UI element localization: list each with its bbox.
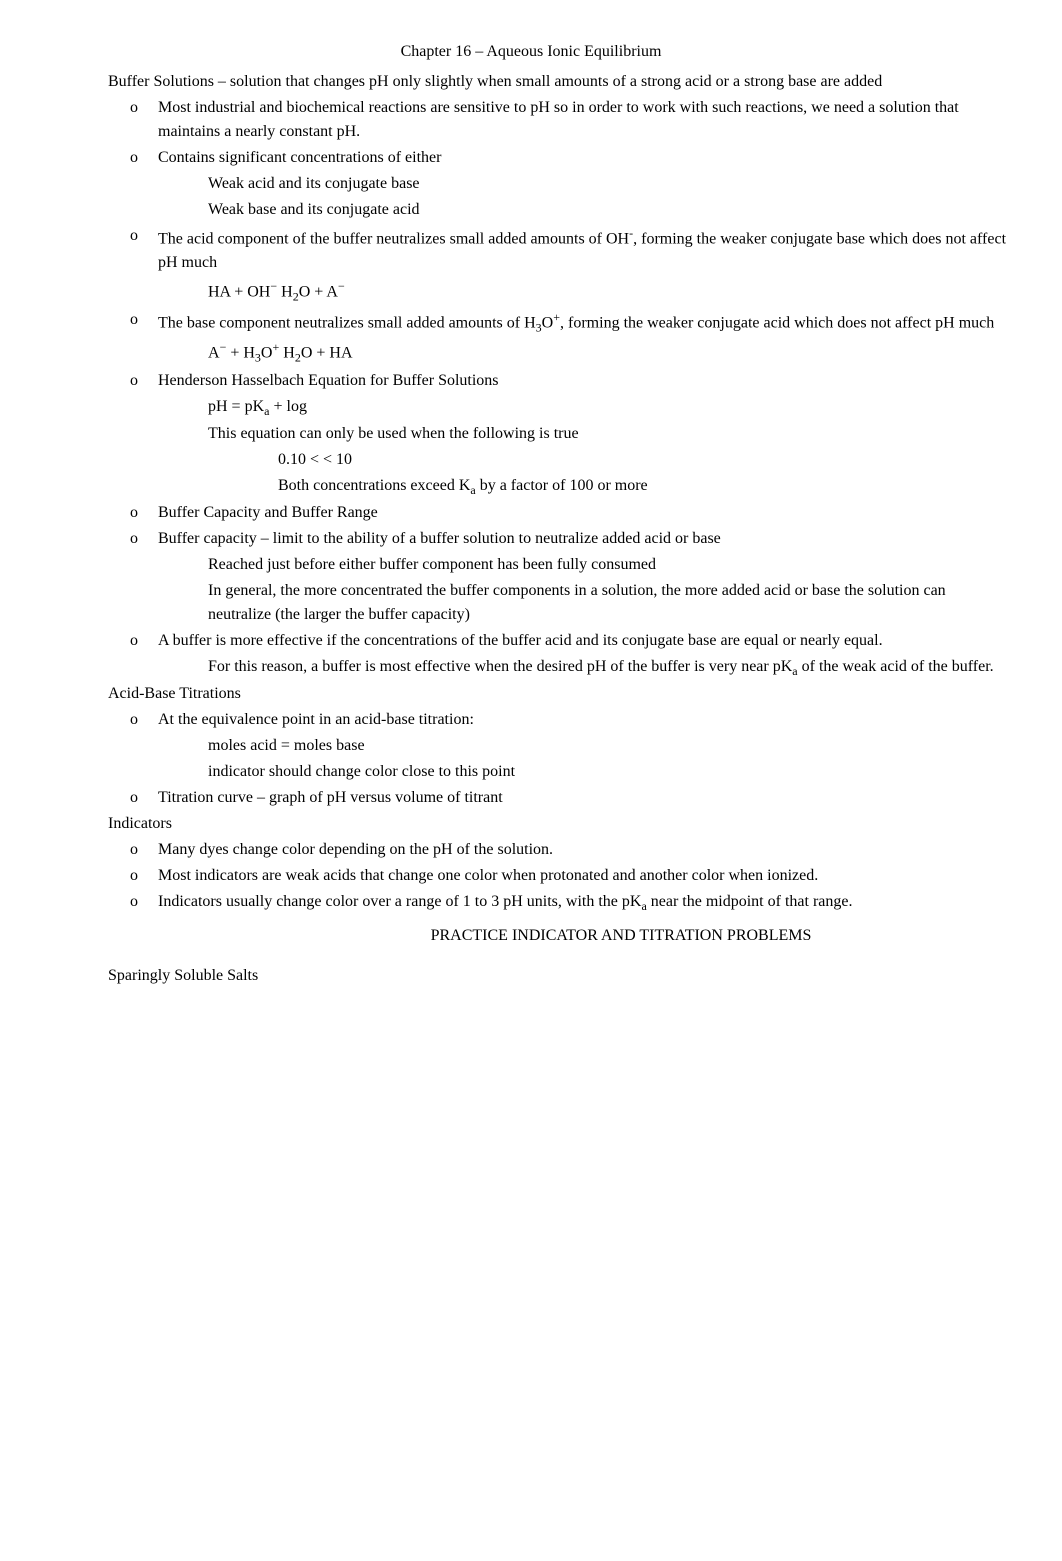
item-weak-acid-conj: Weak acid and its conjugate base [180, 172, 1012, 196]
item-indicators: Indicators [80, 812, 1012, 836]
item-equation-2: A− + H3O+ H2O + HA [180, 338, 1012, 367]
item-range-1-3: o Indicators usually change color over a… [130, 890, 1012, 915]
text: Reached just before either buffer compon… [208, 553, 1012, 577]
text: The base component neutralizes small add… [158, 308, 1012, 337]
equation-text: A− + H3O+ H2O + HA [208, 338, 1012, 367]
text: Weak acid and its conjugate base [208, 172, 1012, 196]
item-hh-condition: This equation can only be used when the … [180, 422, 1012, 446]
text: For this reason, a buffer is most effect… [208, 655, 1012, 680]
text: Contains significant concentrations of e… [158, 146, 1012, 170]
text: Titration curve – graph of pH versus vol… [158, 786, 1012, 810]
item-contains: o Contains significant concentrations of… [130, 146, 1012, 170]
item-hh-formula: pH = pKa + log [180, 395, 1012, 420]
item-dyes: o Many dyes change color depending on th… [130, 838, 1012, 862]
text: moles acid = moles base [208, 734, 1012, 758]
item-industrial: o Most industrial and biochemical reacti… [130, 96, 1012, 144]
circle-bullet-icon: o [130, 501, 158, 525]
practice-heading: PRACTICE INDICATOR AND TITRATION PROBLEM… [230, 924, 1012, 948]
item-hh-conc: Both concentrations exceed Ka by a facto… [250, 474, 1012, 499]
text: Buffer Solutions – solution that changes… [108, 70, 1012, 94]
chapter-title: Chapter 16 – Aqueous Ionic Equilibrium [50, 40, 1012, 64]
item-sparingly: Sparingly Soluble Salts [80, 964, 1012, 988]
circle-bullet-icon: o [130, 708, 158, 732]
item-in-general: In general, the more concentrated the bu… [180, 579, 1012, 627]
text: Indicators usually change color over a r… [158, 890, 1012, 915]
item-weak-base-conj: Weak base and its conjugate acid [180, 198, 1012, 222]
text: Acid-Base Titrations [108, 682, 1012, 706]
item-reached: Reached just before either buffer compon… [180, 553, 1012, 577]
text: Many dyes change color depending on the … [158, 838, 1012, 862]
item-acid-component: o The acid component of the buffer neutr… [130, 224, 1012, 275]
item-effective: o A buffer is more effective if the conc… [130, 629, 1012, 653]
item-equation-1: HA + OH− H2O + A− [180, 277, 1012, 306]
text: Buffer capacity – limit to the ability o… [158, 527, 1012, 551]
text: Buffer Capacity and Buffer Range [158, 501, 1012, 525]
item-capacity-range: o Buffer Capacity and Buffer Range [130, 501, 1012, 525]
text: The acid component of the buffer neutral… [158, 224, 1012, 275]
circle-bullet-icon: o [130, 224, 158, 248]
item-weak-acids: o Most indicators are weak acids that ch… [130, 864, 1012, 888]
circle-bullet-icon: o [130, 890, 158, 914]
text: A buffer is more effective if the concen… [158, 629, 1012, 653]
circle-bullet-icon: o [130, 369, 158, 393]
item-capacity-def: o Buffer capacity – limit to the ability… [130, 527, 1012, 551]
circle-bullet-icon: o [130, 864, 158, 888]
circle-bullet-icon: o [130, 786, 158, 810]
circle-bullet-icon: o [130, 308, 158, 332]
equation-text: pH = pKa + log [208, 395, 1012, 420]
item-hh-equation: o Henderson Hasselbach Equation for Buff… [130, 369, 1012, 393]
item-indicator-change: indicator should change color close to t… [180, 760, 1012, 784]
text: Henderson Hasselbach Equation for Buffer… [158, 369, 1012, 393]
text: In general, the more concentrated the bu… [208, 579, 1012, 627]
item-titration-curve: o Titration curve – graph of pH versus v… [130, 786, 1012, 810]
circle-bullet-icon: o [130, 629, 158, 653]
text: Sparingly Soluble Salts [108, 964, 1012, 988]
text: At the equivalence point in an acid-base… [158, 708, 1012, 732]
text: Most industrial and biochemical reaction… [158, 96, 1012, 144]
item-buffer-solutions: Buffer Solutions – solution that changes… [80, 70, 1012, 94]
item-base-component: o The base component neutralizes small a… [130, 308, 1012, 337]
item-moles: moles acid = moles base [180, 734, 1012, 758]
equation-text: HA + OH− H2O + A− [208, 277, 1012, 306]
text: Indicators [108, 812, 1012, 836]
text: This equation can only be used when the … [208, 422, 1012, 446]
item-equiv-point: o At the equivalence point in an acid-ba… [130, 708, 1012, 732]
item-hh-range: 0.10 < < 10 [250, 448, 1012, 472]
circle-bullet-icon: o [130, 96, 158, 120]
circle-bullet-icon: o [130, 527, 158, 551]
item-for-reason: For this reason, a buffer is most effect… [180, 655, 1012, 680]
circle-bullet-icon: o [130, 838, 158, 862]
text: indicator should change color close to t… [208, 760, 1012, 784]
text: 0.10 < < 10 [278, 448, 1012, 472]
text: Most indicators are weak acids that chan… [158, 864, 1012, 888]
text: Both concentrations exceed Ka by a facto… [278, 474, 1012, 499]
item-titrations: Acid-Base Titrations [80, 682, 1012, 706]
text: Weak base and its conjugate acid [208, 198, 1012, 222]
circle-bullet-icon: o [130, 146, 158, 170]
